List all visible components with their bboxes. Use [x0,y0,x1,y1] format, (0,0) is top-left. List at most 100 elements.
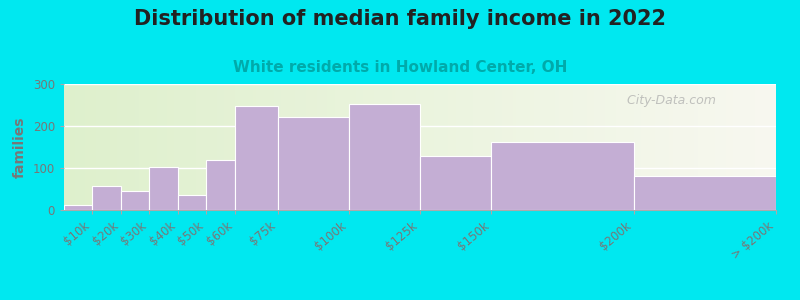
Bar [456,84,459,210]
Bar [71,84,74,210]
Bar [623,84,626,210]
Bar [559,84,562,210]
Bar [573,84,577,210]
Bar [192,84,196,210]
Bar [121,84,125,210]
Bar [577,84,580,210]
Bar [534,84,538,210]
Bar [366,84,370,210]
Bar [498,84,502,210]
Bar [758,84,762,210]
Bar [612,84,616,210]
Bar [690,84,694,210]
Bar [352,84,356,210]
Bar [153,84,157,210]
Bar [634,84,637,210]
Bar [434,84,438,210]
Bar [121,191,150,210]
Bar [317,84,320,210]
Bar [349,84,352,210]
Bar [555,84,559,210]
Bar [494,84,498,210]
Bar [722,84,726,210]
Bar [356,84,359,210]
Bar [267,84,270,210]
Bar [459,84,462,210]
Bar [726,84,730,210]
Bar [299,84,302,210]
Bar [210,84,214,210]
Bar [363,84,366,210]
Bar [138,84,142,210]
Bar [619,84,623,210]
Bar [744,84,747,210]
Bar [605,84,609,210]
Bar [384,84,388,210]
Bar [132,84,135,210]
Bar [370,84,374,210]
Bar [630,84,634,210]
Y-axis label: families: families [13,116,27,178]
Bar [203,84,206,210]
Bar [641,84,644,210]
Bar [349,104,420,210]
Bar [410,84,413,210]
Bar [324,84,327,210]
Bar [609,84,612,210]
Bar [413,84,417,210]
Bar [235,84,238,210]
Bar [737,84,740,210]
Bar [125,84,128,210]
Bar [715,84,719,210]
Bar [687,84,690,210]
Bar [673,84,676,210]
Bar [82,84,86,210]
Bar [178,84,182,210]
Bar [474,84,477,210]
Bar [157,84,160,210]
Bar [327,84,331,210]
Bar [217,84,221,210]
Bar [751,84,754,210]
Bar [734,84,737,210]
Bar [526,84,530,210]
Bar [224,84,228,210]
Bar [93,186,121,210]
Bar [705,84,708,210]
Bar [491,84,494,210]
Bar [520,84,523,210]
Bar [74,84,78,210]
Bar [712,84,715,210]
Bar [402,84,406,210]
Bar [285,84,288,210]
Bar [338,84,342,210]
Bar [189,84,192,210]
Bar [160,84,164,210]
Bar [67,84,71,210]
Bar [406,84,410,210]
Bar [566,84,570,210]
Bar [64,205,93,210]
Bar [762,84,766,210]
Bar [331,84,334,210]
Bar [253,84,256,210]
Bar [730,84,734,210]
Bar [669,84,673,210]
Bar [278,84,281,210]
Bar [242,84,246,210]
Bar [680,84,683,210]
Bar [174,84,178,210]
Bar [552,84,555,210]
Bar [270,84,274,210]
Text: Distribution of median family income in 2022: Distribution of median family income in … [134,9,666,29]
Bar [548,84,552,210]
Bar [374,84,378,210]
Bar [391,84,395,210]
Bar [506,84,509,210]
Bar [359,84,363,210]
Bar [477,84,481,210]
Bar [64,84,67,210]
Bar [766,84,769,210]
Bar [96,84,99,210]
Bar [666,84,669,210]
